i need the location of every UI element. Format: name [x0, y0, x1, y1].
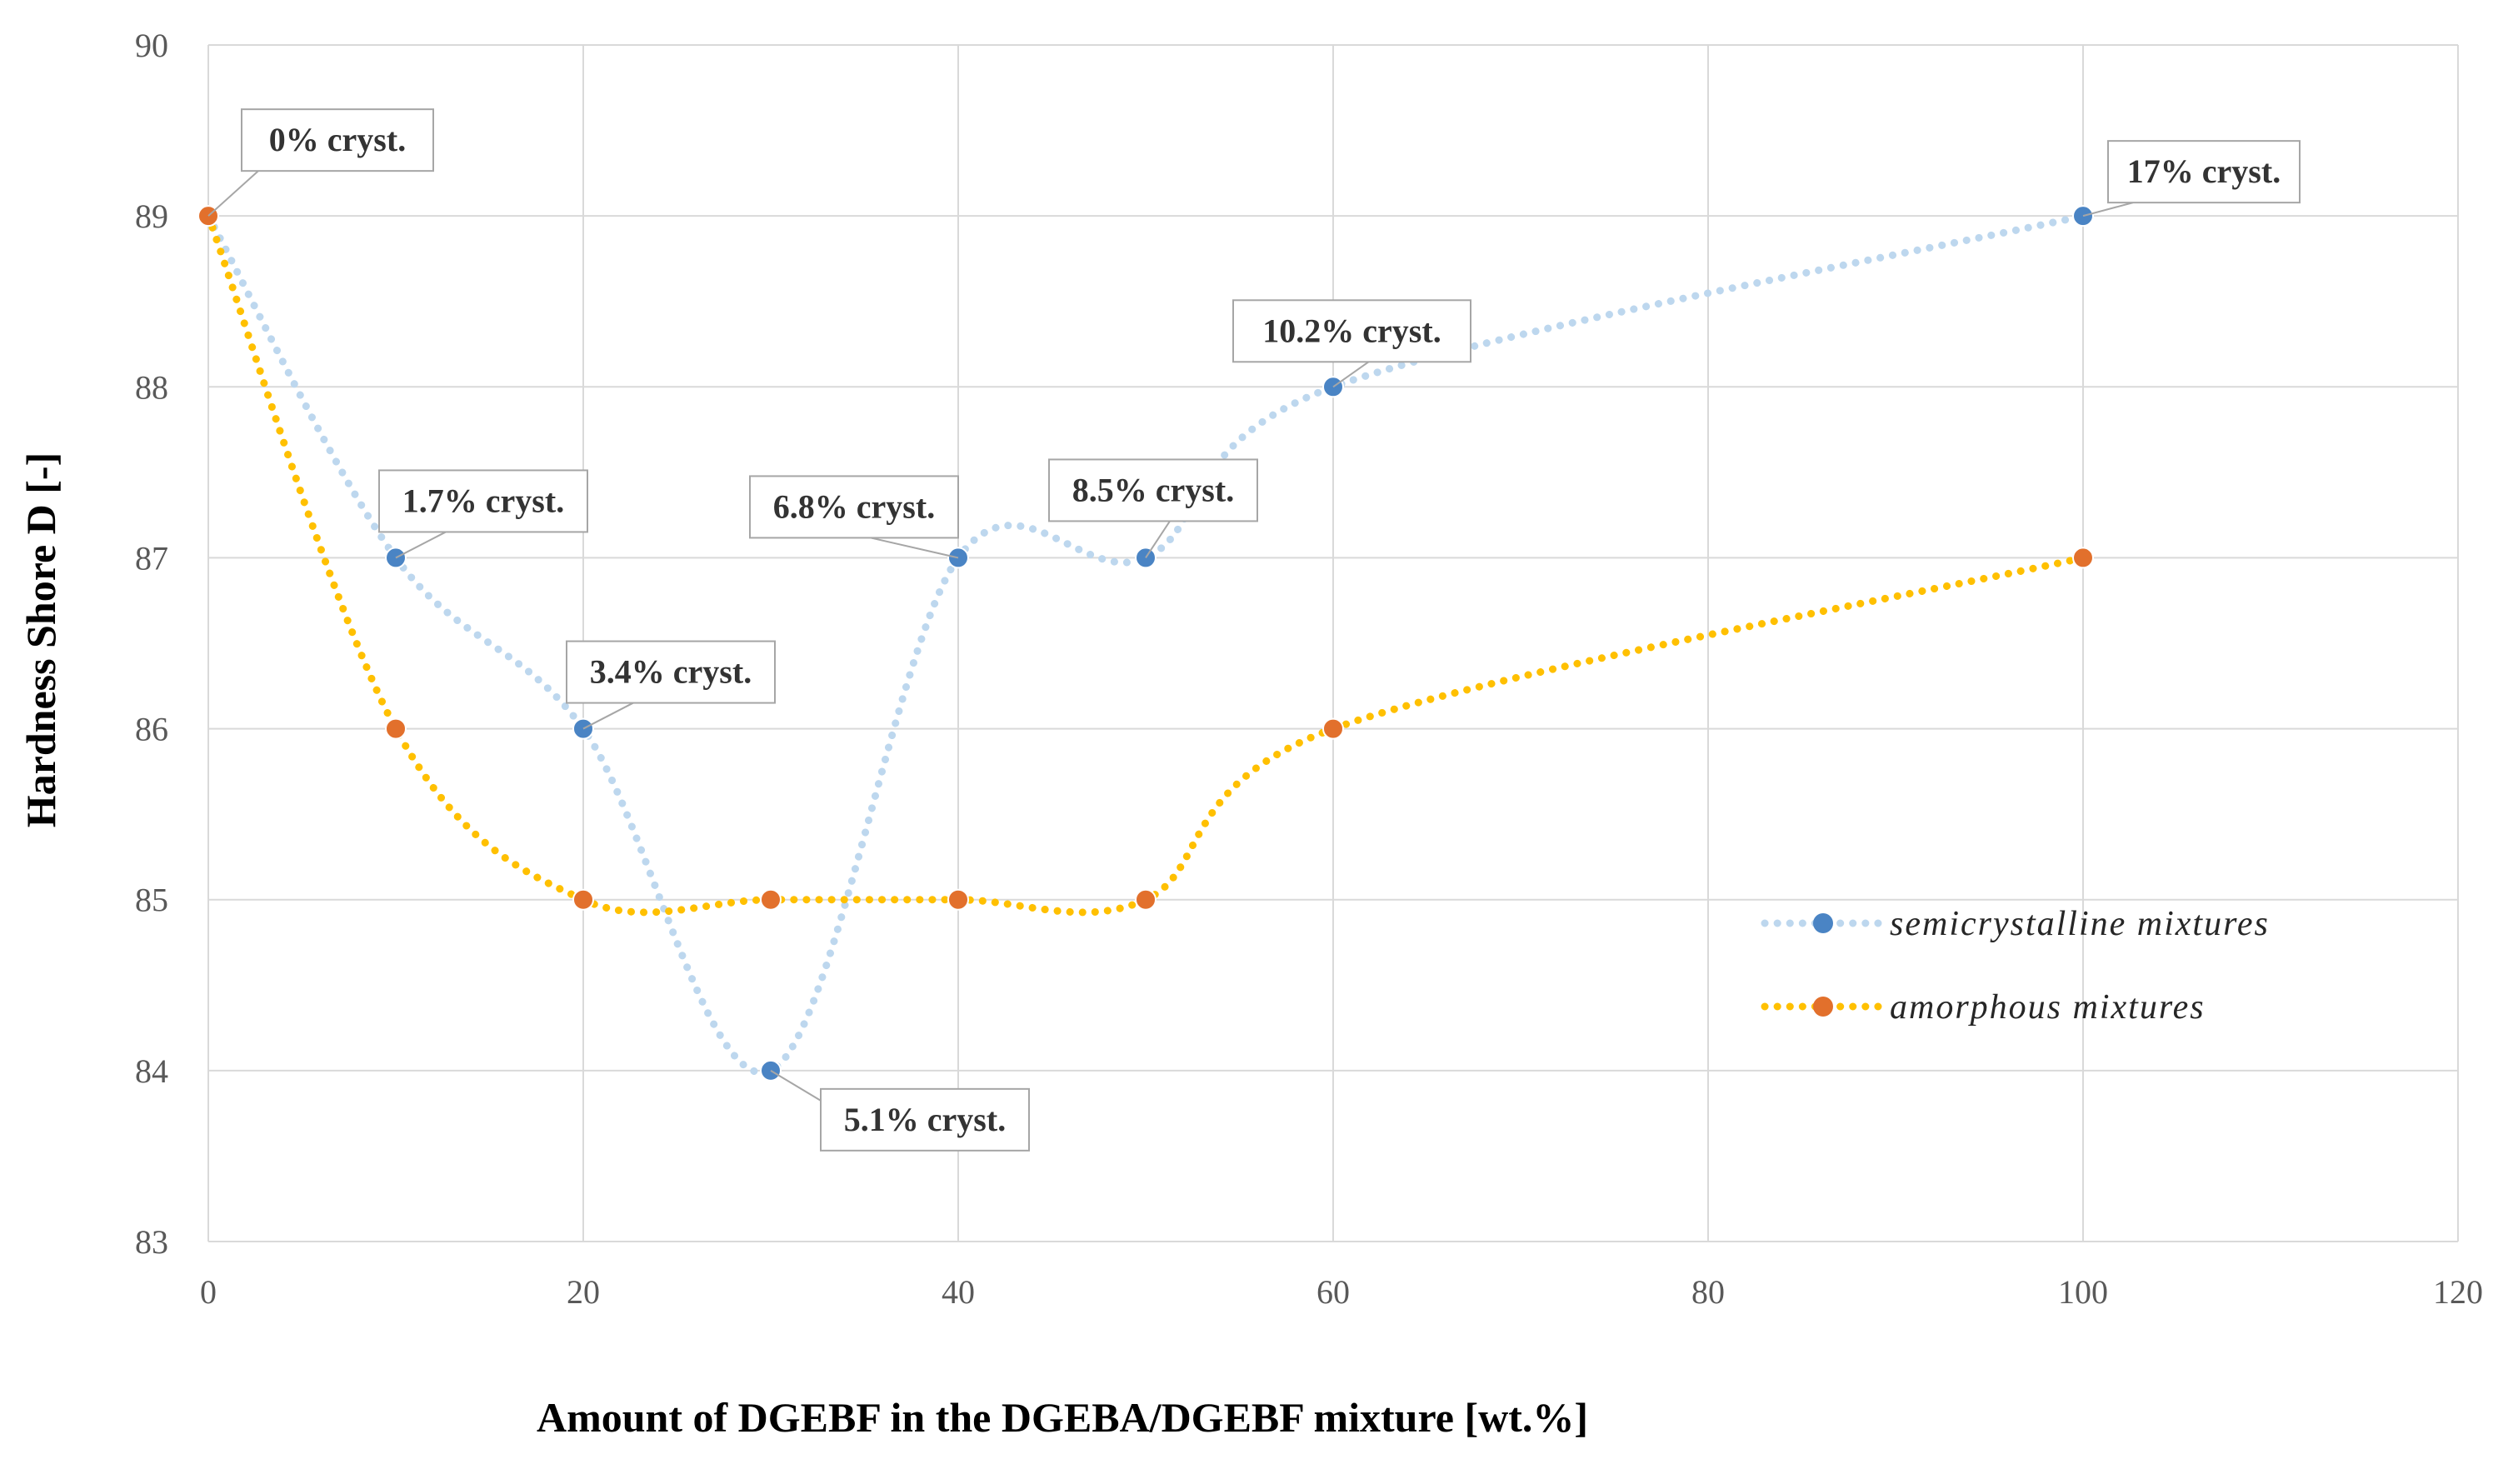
x-tick-label: 0	[200, 1273, 217, 1311]
amorphous-point	[572, 888, 594, 911]
annotation-box	[566, 640, 776, 704]
y-tick-label: 83	[135, 1223, 168, 1261]
annotation-label: 8.5% cryst.	[1072, 471, 1234, 508]
y-tick-label: 84	[135, 1052, 168, 1090]
y-tick-label: 87	[135, 539, 168, 577]
legend-marker	[1813, 997, 1833, 1017]
annotation-leader	[2082, 202, 2134, 217]
annotation-label: 17% cryst.	[2127, 152, 2281, 190]
y-tick-label: 85	[135, 882, 168, 919]
annotation-box	[2107, 140, 2301, 204]
annotation-leader	[870, 537, 959, 559]
x-tick-label: 80	[1691, 1273, 1725, 1311]
x-tick-label: 40	[942, 1273, 975, 1311]
annotations: 0% cryst. 1.7% cryst. 3.4% cryst. 5.1% crys…	[207, 108, 2301, 1152]
annotation-leader	[207, 170, 259, 217]
y-axis-title: Hardness Shore D [-]	[17, 452, 64, 827]
legend-label: semicrystalline mixtures	[1890, 905, 2270, 943]
annotation-box	[1048, 458, 1258, 522]
x-tick-label: 60	[1316, 1273, 1350, 1311]
y-tick-label: 90	[135, 27, 168, 64]
x-tick-label: 20	[567, 1273, 600, 1311]
annotation-box	[378, 469, 588, 533]
x-tick-label: 120	[2433, 1273, 2483, 1311]
amorphous-point	[2072, 547, 2094, 569]
annotation-leader	[1145, 520, 1171, 558]
annotation-box	[820, 1087, 1030, 1152]
annotation-leader	[395, 531, 447, 559]
annotation-label: 10.2% cryst.	[1262, 312, 1441, 349]
annotation-label: 3.4% cryst.	[590, 653, 752, 691]
amorphous-point	[760, 888, 782, 911]
legend: semicrystalline mixtures amorphous mixtur…	[1761, 905, 2270, 1027]
annotation-label: 1.7% cryst.	[402, 482, 564, 519]
annotation-leader	[1332, 361, 1370, 388]
y-tick-label: 88	[135, 368, 168, 406]
x-axis-title: Amount of DGEBF in the DGEBA/DGEBF mixtu…	[537, 1394, 1588, 1441]
y-tick-label: 89	[135, 197, 168, 235]
amorphous-point	[385, 717, 407, 740]
annotation-box	[241, 108, 434, 172]
amorphous-point	[1135, 888, 1157, 911]
annotation-box	[749, 475, 959, 539]
annotation-leader	[582, 702, 634, 730]
annotation-label: 6.8% cryst.	[773, 487, 935, 525]
semicrystalline-line	[204, 212, 2087, 1077]
legend-marker	[1813, 913, 1833, 933]
axis-ticks: 0 20 40 60 80 100 120 83 84 85 86 87 88 89 90	[135, 27, 2483, 1311]
series-group	[197, 205, 2094, 1082]
amorphous-line	[204, 212, 2087, 917]
amorphous-point	[1322, 717, 1344, 740]
y-tick-label: 86	[135, 711, 168, 748]
legend-label: amorphous mixtures	[1890, 988, 2206, 1027]
annotation-label: 5.1% cryst.	[844, 1101, 1006, 1138]
annotation-leader	[770, 1069, 830, 1107]
annotation-label: 0% cryst.	[269, 121, 406, 158]
annotation-box	[1232, 299, 1471, 363]
x-tick-label: 100	[2058, 1273, 2108, 1311]
amorphous-point	[947, 888, 969, 911]
